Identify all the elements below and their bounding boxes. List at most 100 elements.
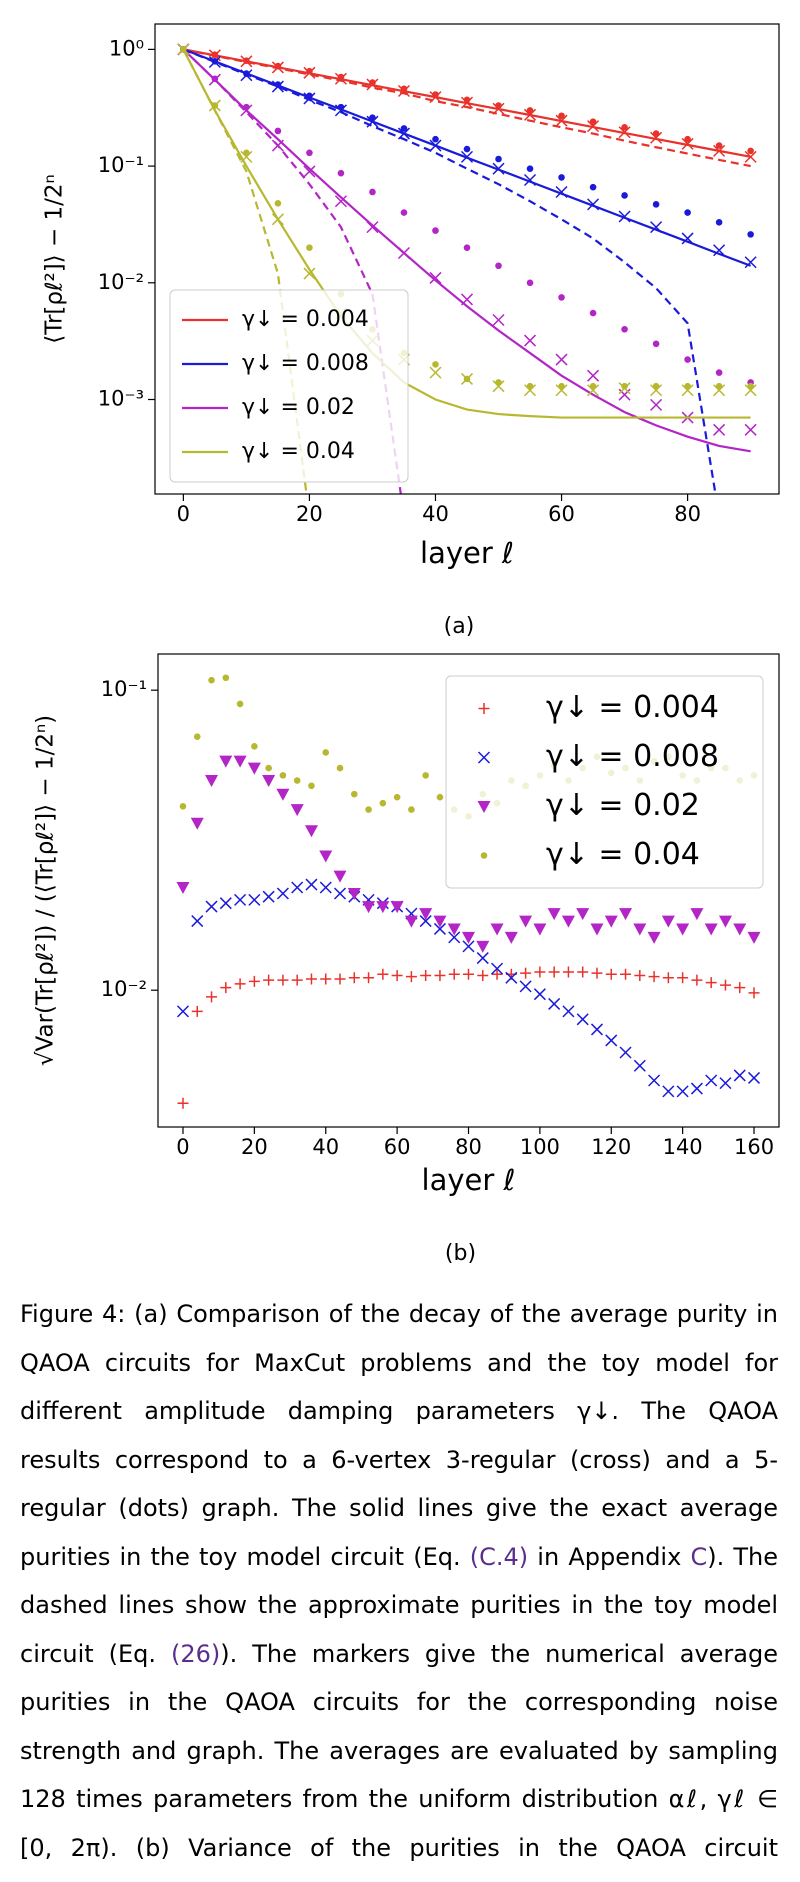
legend-label: γ↓ = 0.004 [546,690,719,725]
legend-box [445,675,764,889]
point [234,978,246,990]
point [436,793,444,801]
cross-marker [744,256,757,269]
point [619,908,633,921]
point [633,923,647,936]
point [333,870,347,883]
point [548,997,561,1010]
point [620,968,632,980]
caption: Figure 4: (a) Comparison of the decay of… [0,1290,800,1882]
point [477,969,489,981]
dot-marker [558,382,565,390]
legend-marker [480,852,488,859]
dot-marker [526,279,534,287]
cross-marker [587,369,600,382]
legend-label: γ↓ = 0.04 [242,439,355,464]
point [391,969,403,981]
x-axis-label: layer ℓ [420,536,514,570]
dot-marker [432,91,439,98]
point [319,881,332,894]
equation-ref[interactable]: (C.4) [469,1542,529,1571]
point [490,923,504,936]
cross-marker [650,398,663,411]
point [362,901,376,914]
dot-marker [684,382,691,390]
dot-marker [495,379,502,386]
point [661,915,675,928]
point [491,968,503,980]
caption-text: in Appendix [528,1542,691,1571]
x-tick-label: 40 [312,1135,339,1159]
point [363,972,375,984]
legend-marker [477,751,491,764]
point [677,972,689,984]
legend-marker [478,703,490,714]
cross-marker [713,244,726,257]
x-tick-label: 100 [520,1135,560,1159]
appendix-ref[interactable]: C [690,1542,708,1571]
point [662,1085,675,1098]
point [319,850,333,863]
point [462,940,475,953]
cross-marker [555,384,568,397]
x-tick-label: 20 [296,502,323,526]
point [690,1082,703,1095]
point [376,901,390,914]
dot-marker [463,145,471,153]
x-tick-label: 40 [422,502,449,526]
point [561,915,575,928]
axes-frame [157,653,780,1128]
subfigure-label: (b) [445,1241,476,1266]
point [293,777,301,784]
dot-marker [589,382,597,390]
point [262,774,276,787]
point [193,733,201,740]
point [248,975,260,987]
dot-marker [652,382,660,390]
point [350,790,358,798]
dot-marker [337,103,345,111]
dot-marker [243,70,250,77]
dot-marker [558,112,565,120]
point [191,915,204,928]
cross-marker [271,139,284,152]
cross-marker [744,150,757,163]
point [236,700,244,708]
cross-marker [650,131,663,144]
point [690,908,704,921]
approx-line [182,48,402,494]
caption-text: ). The dashed lines show the approximate… [20,1542,779,1668]
point [205,900,218,913]
dot-marker [589,309,597,317]
point [676,923,690,936]
point [605,968,617,980]
y-tick-label: 10⁻¹ [101,677,147,701]
dot-marker [747,231,754,238]
legend-label: γ↓ = 0.008 [242,351,369,376]
dot-marker [180,46,187,53]
point [519,980,532,993]
point [733,923,747,936]
y-tick-label: 10⁻² [101,977,147,1001]
y-axis-label: ⟨Tr[ρℓ²]⟩ − 1/2ⁿ [42,174,68,343]
point [718,915,732,928]
legend-label: γ↓ = 0.02 [546,788,700,823]
plot-area [177,43,757,494]
dot-marker [621,325,628,333]
point [265,764,272,772]
point [408,806,415,813]
cross-marker [397,127,411,140]
cross-marker [429,366,442,379]
dot-marker [306,244,313,251]
y-tick-label: 10⁻¹ [98,153,144,177]
point [462,931,475,944]
cross-marker [681,384,694,397]
dot-marker [621,382,628,390]
dot-marker [369,188,376,196]
cross-marker [744,423,757,436]
cross-marker [334,195,347,208]
equation-ref[interactable]: (26) [171,1639,221,1668]
point [377,968,389,980]
point [233,755,247,768]
point [562,966,574,978]
